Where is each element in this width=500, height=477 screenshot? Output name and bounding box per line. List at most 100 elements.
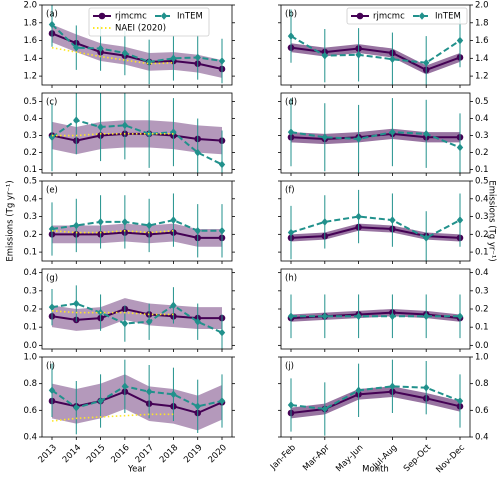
y-tick-label: 0.5 — [475, 177, 489, 187]
point — [73, 43, 80, 52]
point — [48, 386, 56, 395]
point — [287, 32, 295, 40]
y-tick-label: 0.4 — [23, 268, 37, 278]
series-line — [51, 302, 223, 334]
y-tick-label: 0.1 — [475, 165, 489, 175]
x-tick-label: 2015 — [85, 443, 107, 465]
plot-area — [287, 98, 464, 173]
legend-label: NAEI (2020) — [115, 24, 166, 34]
point — [73, 403, 80, 412]
y-tick-label: 1.4 — [23, 54, 37, 64]
y-tick-label: 1.2 — [475, 72, 489, 82]
uncertainty-band — [291, 43, 460, 75]
point — [170, 301, 177, 310]
point — [355, 135, 362, 143]
point — [194, 317, 201, 326]
legend-label: rjmcmc — [115, 12, 147, 22]
series-line — [52, 231, 222, 239]
legend — [88, 7, 210, 37]
x-tick-label: May-Jun — [334, 443, 365, 474]
point — [218, 328, 226, 337]
axes-frame — [280, 180, 471, 262]
point — [97, 44, 104, 53]
axes-frame — [280, 356, 471, 438]
panel-label: (e) — [46, 186, 58, 196]
y-tick-label: 0.2 — [23, 230, 37, 240]
series-line — [51, 46, 174, 65]
panel-label: (i) — [46, 362, 55, 372]
point — [48, 303, 56, 311]
point — [97, 123, 104, 131]
series-line — [51, 23, 223, 63]
y-tick-label: 0.1 — [475, 248, 489, 258]
point — [121, 218, 129, 226]
point — [121, 49, 129, 57]
plot-area — [287, 294, 464, 339]
series-line — [51, 385, 223, 409]
legend-marker — [98, 12, 106, 20]
point — [423, 234, 430, 242]
point — [389, 128, 396, 136]
point — [121, 319, 129, 328]
axes-frame — [41, 356, 233, 438]
panel-label: (h) — [285, 274, 297, 284]
panel-label: (g) — [46, 274, 58, 284]
point — [145, 317, 153, 326]
series-line — [51, 413, 174, 422]
x-tick-label: 2013 — [37, 443, 59, 465]
point — [218, 226, 226, 235]
point — [456, 312, 464, 321]
point — [170, 128, 177, 136]
axes-frame — [280, 92, 471, 174]
y-tick-label: 1.8 — [23, 18, 37, 28]
series-line — [290, 215, 461, 240]
legend-label: InTEM — [177, 12, 203, 22]
point — [287, 401, 295, 409]
point — [218, 160, 226, 169]
y-tick-label: 1.6 — [475, 36, 489, 46]
axes-frame — [41, 180, 233, 262]
axes-frame — [41, 4, 233, 86]
x-tick-label: 2018 — [158, 443, 180, 465]
point — [456, 143, 464, 152]
y-tick-label: 0.5 — [23, 97, 37, 107]
panel-label: (d) — [285, 98, 297, 108]
series-line — [290, 131, 461, 149]
y-tick-label: 1.4 — [475, 54, 489, 64]
series-line — [51, 310, 174, 316]
point — [389, 216, 396, 224]
x-tick-label: Sep-Oct — [402, 442, 434, 474]
point — [355, 312, 362, 321]
y-tick-label: 0.8 — [475, 379, 489, 389]
series-line — [51, 119, 223, 166]
point — [170, 390, 177, 399]
point — [321, 312, 328, 321]
point — [423, 58, 430, 67]
plot-area — [48, 285, 226, 349]
x-tick-label: 2019 — [182, 443, 204, 465]
series-line — [290, 385, 461, 411]
y-tick-label: 0.3 — [475, 131, 489, 141]
y-tick-label: 0.1 — [23, 323, 37, 333]
legend-marker — [356, 12, 364, 20]
y-tick-label: 0.6 — [23, 406, 37, 416]
y-tick-label: 0.8 — [23, 379, 37, 389]
y-tick-label: 1.6 — [23, 36, 37, 46]
y-tick-label: 2.0 — [475, 1, 489, 11]
x-tick-label: 2017 — [134, 443, 156, 465]
y-tick-label: 0.1 — [23, 165, 37, 175]
point — [287, 128, 295, 136]
y-axis-label: Emissions (Tg yr⁻¹) — [6, 180, 16, 261]
plot-area — [287, 189, 464, 261]
y-tick-label: 0.0 — [475, 341, 489, 351]
point — [121, 382, 129, 391]
series-line — [51, 229, 174, 234]
y-tick-label: 0.6 — [475, 406, 489, 416]
point — [423, 130, 430, 138]
point — [97, 397, 104, 405]
y-tick-label: 0.2 — [23, 305, 37, 315]
point — [48, 225, 56, 233]
uncertainty-band — [52, 298, 222, 331]
x-axis-label: Year — [127, 465, 147, 475]
y-tick-label: 0.4 — [475, 114, 489, 124]
